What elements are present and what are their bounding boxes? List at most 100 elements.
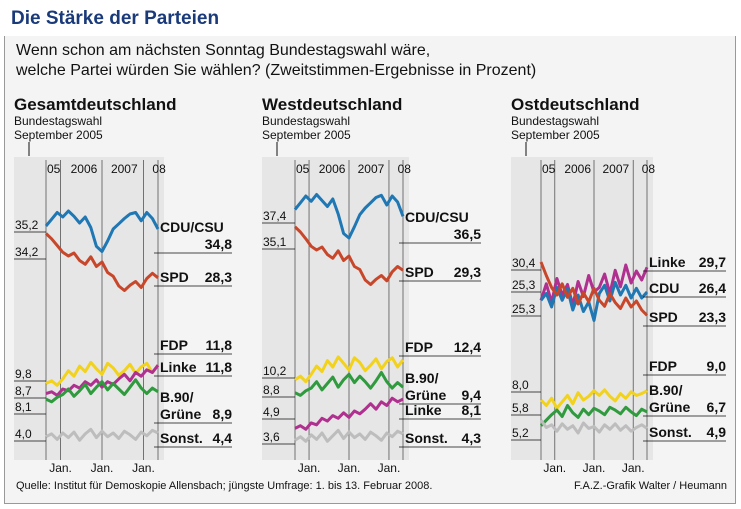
series-end-value: 26,4 bbox=[699, 280, 726, 296]
source-note: Quelle: Institut für Demoskopie Allensba… bbox=[16, 480, 433, 492]
series-line-gruene bbox=[45, 378, 159, 404]
month-label: Jan. bbox=[49, 461, 72, 475]
series-line-sonst bbox=[294, 428, 404, 443]
series-name-label: SPD bbox=[160, 269, 189, 285]
series-end-value: 36,5 bbox=[454, 226, 481, 242]
subtitle-line-1: Wenn schon am nächsten Sonntag Bundestag… bbox=[16, 42, 431, 59]
month-label: Jan. bbox=[338, 461, 361, 475]
year-label: 2006 bbox=[319, 162, 346, 176]
series-name-label: SPD bbox=[649, 309, 678, 325]
series-line-spd bbox=[44, 232, 159, 292]
series-end-value: 6,7 bbox=[707, 399, 727, 415]
series-name-label: Linke bbox=[405, 402, 442, 418]
series-end-value: 29,3 bbox=[454, 264, 481, 280]
series-name-label: Linke bbox=[649, 254, 686, 270]
panel-title: Westdeutschland bbox=[262, 95, 402, 114]
election-note-line-2: September 2005 bbox=[511, 128, 600, 142]
series-line-fdp bbox=[539, 388, 648, 410]
series-line-cdu bbox=[44, 209, 160, 253]
series-name-label: FDP bbox=[160, 337, 188, 353]
series-line-sonst bbox=[45, 427, 159, 442]
series-name-label: Grüne bbox=[160, 406, 201, 422]
year-label: 2007 bbox=[602, 162, 629, 176]
year-label: 2007 bbox=[358, 162, 385, 176]
series-end-value: 4,9 bbox=[707, 424, 727, 440]
series-end-value: 9,0 bbox=[707, 358, 727, 374]
series-name-label: B.90/ bbox=[649, 382, 683, 398]
series-name-label: FDP bbox=[405, 339, 433, 355]
series-line-spd bbox=[293, 225, 404, 286]
election-note-line-2: September 2005 bbox=[262, 128, 351, 142]
series-line-fdp bbox=[45, 360, 160, 387]
series-end-value: 11,8 bbox=[206, 359, 233, 375]
panel-title: Ostdeutschland bbox=[511, 95, 639, 114]
credit-note: F.A.Z.-Grafik Walter / Heumann bbox=[573, 480, 727, 492]
month-label: Jan. bbox=[378, 461, 401, 475]
series-end-value: 11,8 bbox=[206, 337, 233, 353]
figure-title: Die Stärke der Parteien bbox=[11, 8, 220, 29]
series-end-value: 9,4 bbox=[462, 387, 482, 403]
start-value-label: 37,4 bbox=[263, 209, 287, 223]
series-line-linke bbox=[45, 364, 160, 397]
year-label: 08 bbox=[152, 162, 166, 176]
start-value-label: 4,9 bbox=[263, 405, 280, 419]
series-end-value: 4,3 bbox=[462, 430, 482, 446]
start-value-label: 8,0 bbox=[512, 378, 529, 392]
start-value-label: 35,2 bbox=[15, 218, 39, 232]
series-end-value: 4,4 bbox=[213, 430, 233, 446]
year-label: 2006 bbox=[71, 162, 98, 176]
month-label: Jan. bbox=[91, 461, 114, 475]
election-note-line-1: Bundestagswahl bbox=[511, 114, 599, 128]
election-note-line-2: September 2005 bbox=[14, 128, 103, 142]
start-value-label: 3,6 bbox=[263, 430, 280, 444]
series-line-cdu bbox=[293, 193, 405, 240]
month-label: Jan. bbox=[132, 461, 155, 475]
series-line-sonst bbox=[539, 419, 648, 435]
series-name-label: CDU bbox=[649, 280, 679, 296]
series-line-spd bbox=[539, 261, 649, 317]
year-label: 2007 bbox=[111, 162, 138, 176]
election-note-line-1: Bundestagswahl bbox=[14, 114, 102, 128]
start-value-label: 5,8 bbox=[512, 401, 529, 415]
series-name-label: SPD bbox=[405, 264, 434, 280]
series-name-label: Linke bbox=[160, 359, 197, 375]
series-end-value: 29,7 bbox=[699, 254, 726, 270]
start-value-label: 5,2 bbox=[512, 426, 529, 440]
election-note-line-1: Bundestagswahl bbox=[262, 114, 350, 128]
header: Die Stärke der Parteien bbox=[0, 0, 741, 36]
series-name-label: FDP bbox=[649, 358, 677, 374]
start-value-label: 34,2 bbox=[15, 245, 39, 259]
series-name-label: Grüne bbox=[649, 399, 690, 415]
start-value-label: 25,3 bbox=[512, 278, 536, 292]
start-value-label: 8,1 bbox=[15, 400, 32, 414]
series-name-label: Sonst. bbox=[160, 430, 203, 446]
year-label: 08 bbox=[642, 162, 656, 176]
year-label: 08 bbox=[398, 162, 412, 176]
series-end-value: 23,3 bbox=[699, 309, 726, 325]
series-end-value: 8,9 bbox=[213, 406, 233, 422]
plot-background bbox=[14, 157, 164, 460]
month-label: Jan. bbox=[543, 461, 566, 475]
series-end-value: 34,8 bbox=[205, 236, 232, 252]
start-value-label: 8,8 bbox=[263, 383, 280, 397]
start-value-label: 35,1 bbox=[263, 235, 287, 249]
month-label: Jan. bbox=[622, 461, 645, 475]
series-end-value: 12,4 bbox=[454, 339, 481, 355]
panel-title: Gesamtdeutschland bbox=[14, 95, 177, 114]
series-name-label: B.90/ bbox=[405, 370, 439, 386]
start-value-label: 8,7 bbox=[15, 384, 32, 398]
start-value-label: 10,2 bbox=[263, 364, 287, 378]
year-label: 2006 bbox=[564, 162, 591, 176]
series-line-gruene bbox=[539, 404, 648, 427]
series-name-label: Grüne bbox=[405, 387, 446, 403]
series-line-fdp bbox=[294, 355, 405, 384]
year-label: 05 bbox=[542, 162, 556, 176]
year-label: 05 bbox=[296, 162, 310, 176]
start-value-label: 30,4 bbox=[512, 256, 536, 270]
series-name-label: B.90/ bbox=[160, 389, 194, 405]
series-name-label: Sonst. bbox=[405, 430, 448, 446]
series-name-label: CDU/CSU bbox=[160, 219, 224, 235]
start-value-label: 25,3 bbox=[512, 302, 536, 316]
subtitle-line-2: welche Partei würden Sie wählen? (Zweits… bbox=[16, 62, 537, 79]
